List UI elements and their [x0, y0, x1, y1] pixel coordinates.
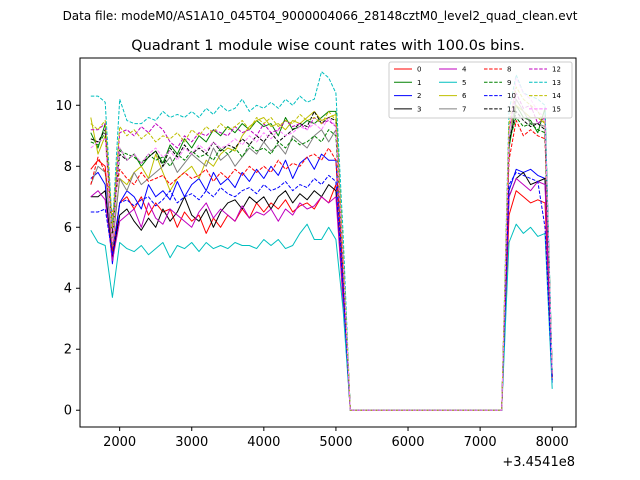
legend-label: 15 — [552, 105, 561, 113]
series-line-14 — [90, 86, 553, 411]
legend-label: 2 — [417, 92, 421, 100]
y-tick-label: 10 — [55, 99, 72, 114]
legend-label: 1 — [417, 79, 421, 87]
legend-label: 3 — [417, 105, 421, 113]
y-tick-label: 4 — [64, 282, 72, 297]
y-tick-label: 6 — [64, 221, 72, 236]
x-offset-label: +3.4541e8 — [502, 455, 575, 470]
x-tick-label: 7000 — [464, 435, 497, 450]
plot-frame — [79, 57, 577, 428]
y-tick-label: 2 — [64, 343, 72, 358]
tick-layer: 2000 3000 4000 5000 6000 7000 8000 0 2 4 6 8 10 — [55, 99, 568, 450]
series-line-13 — [90, 71, 553, 411]
legend-label: 0 — [417, 66, 421, 74]
legend-label: 13 — [552, 79, 561, 87]
x-tick-label: 4000 — [247, 435, 280, 450]
series-line-9 — [90, 117, 553, 411]
chart-title: Quadrant 1 module wise count rates with … — [131, 38, 525, 54]
legend-label: 4 — [462, 66, 467, 74]
series-line-15 — [90, 77, 553, 411]
legend-label: 14 — [552, 92, 561, 100]
chart-suptitle: Data file: modeM0/AS1A10_045T04_90000040… — [63, 9, 578, 23]
x-tick-label: 8000 — [536, 435, 569, 450]
y-tick-label: 0 — [64, 404, 72, 419]
x-tick-label: 5000 — [319, 435, 352, 450]
legend-label: 12 — [552, 66, 561, 74]
legend-label: 5 — [462, 79, 466, 87]
series-layer — [90, 71, 553, 411]
x-tick-label: 2000 — [103, 435, 136, 450]
x-tick-label: 3000 — [175, 435, 208, 450]
legend-label: 9 — [507, 79, 511, 87]
legend-label: 10 — [507, 92, 516, 100]
legend-label: 6 — [462, 92, 467, 100]
legend-label: 7 — [462, 105, 466, 113]
legend-box — [388, 61, 573, 119]
y-tick-label: 8 — [64, 160, 72, 175]
legend-label: 8 — [507, 66, 511, 74]
x-tick-label: 6000 — [391, 435, 424, 450]
legend-label: 11 — [507, 105, 516, 113]
